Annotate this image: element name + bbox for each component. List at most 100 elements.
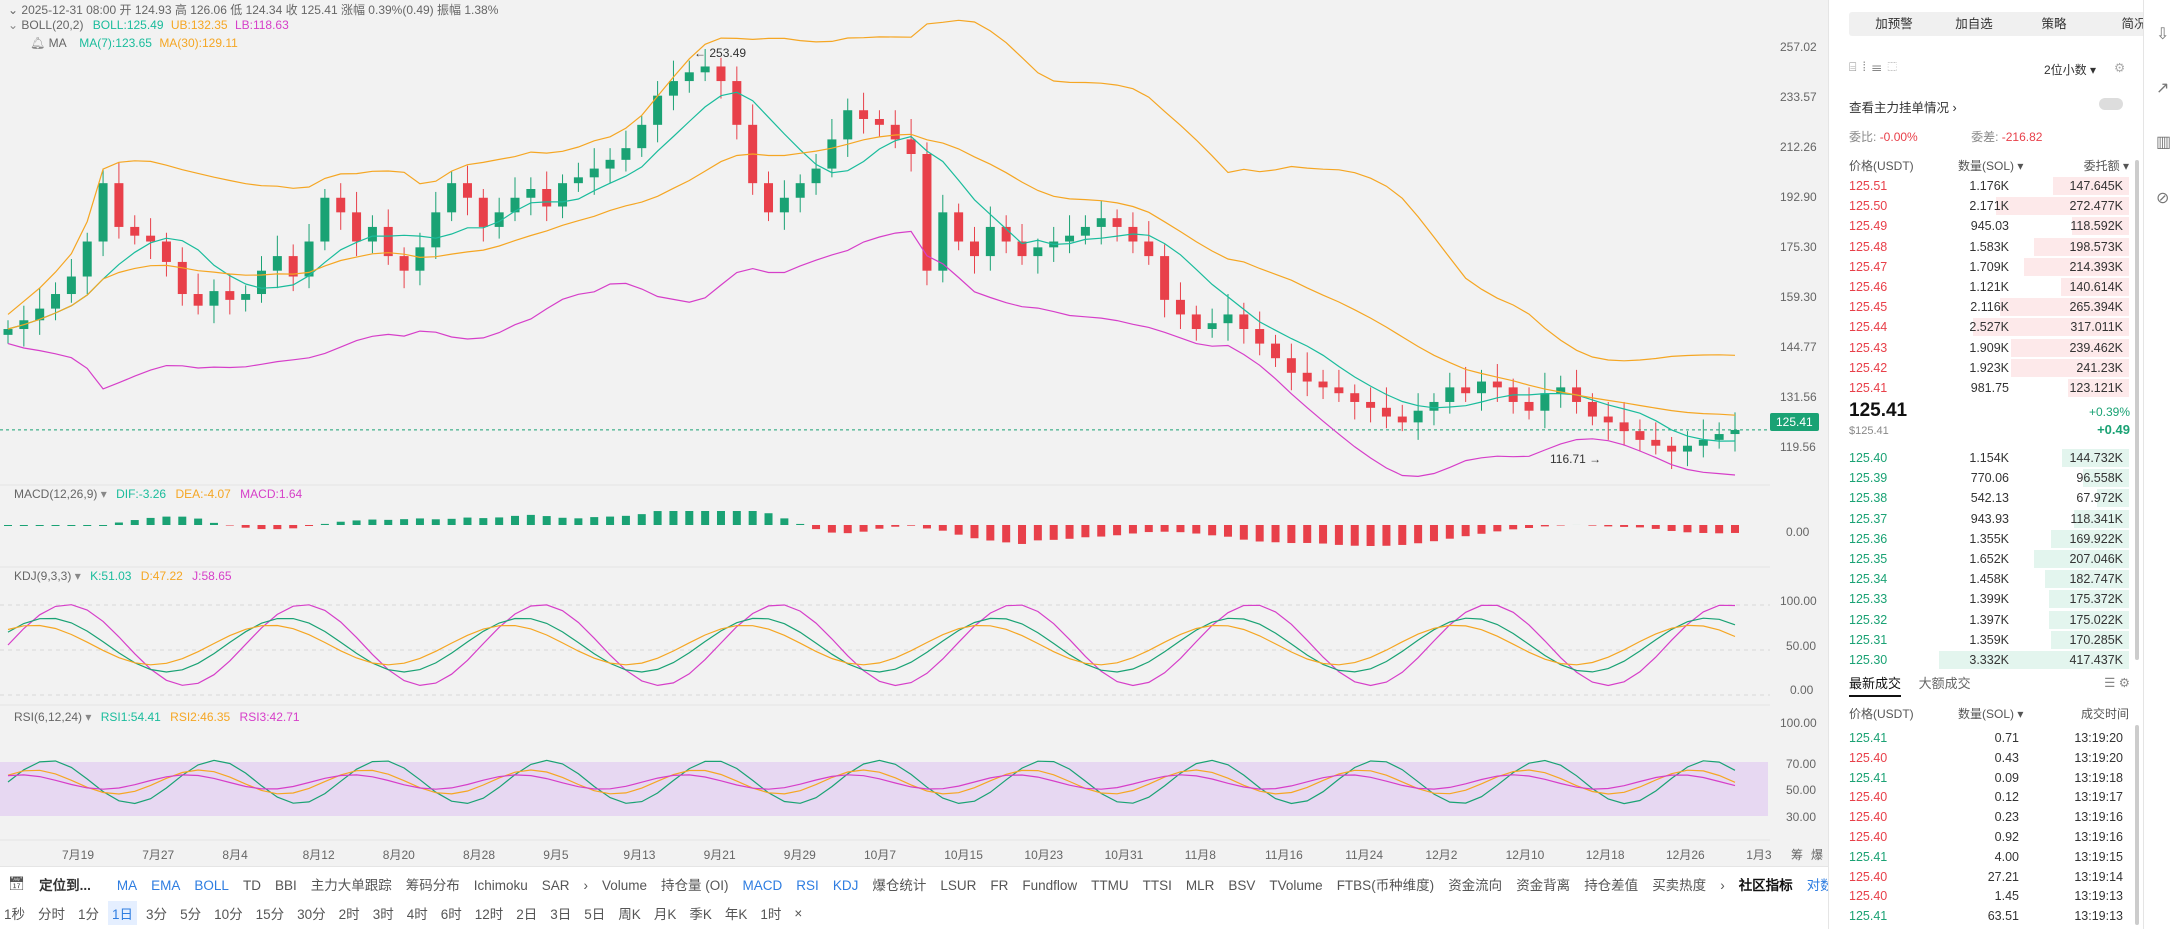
indicator-toggle[interactable]: Ichimoku [474, 878, 528, 893]
interval-button[interactable]: 2日 [512, 901, 541, 925]
boll-legend[interactable]: ⌄ BOLL(20,2) BOLL:125.49 UB:132.35 LB:11… [8, 18, 289, 32]
chevron-down-icon[interactable]: ⌄ [8, 3, 18, 17]
indicator-toggle[interactable]: 买卖热度 [1652, 878, 1706, 893]
tab-latest-trades[interactable]: 最新成交 [1849, 676, 1901, 697]
ma-legend[interactable]: 🔔︎ MA MA(7):123.65 MA(30):129.11 [30, 36, 238, 50]
interval-button[interactable]: 季K [685, 901, 716, 925]
indicator-toggle[interactable]: SAR [542, 878, 570, 893]
interval-button[interactable]: 1时 [756, 901, 785, 925]
interval-button[interactable]: 10分 [210, 901, 247, 925]
decimals-select[interactable]: 2位小数 ▾ [2044, 61, 2096, 78]
tab-large-trades[interactable]: 大额成交 [1919, 676, 1971, 691]
indicator-toggle[interactable]: LSUR [940, 878, 976, 893]
indicator-toggle[interactable]: 资金流向 [1448, 878, 1502, 893]
interval-button[interactable]: 12时 [471, 901, 508, 925]
interval-button[interactable]: 周K [614, 901, 645, 925]
chevron-down-icon[interactable]: ▾ [75, 569, 81, 583]
trade-qty-header[interactable]: 数量(SOL) ▾ [1958, 705, 2023, 722]
interval-button[interactable]: 5日 [580, 901, 609, 925]
indicator-toggle[interactable]: › [584, 878, 589, 893]
trend-icon[interactable]: ↗ [2156, 78, 2169, 98]
interval-button[interactable]: 3日 [546, 901, 575, 925]
link-icon[interactable]: ⊘ [2156, 188, 2169, 208]
trades-scrollbar[interactable] [2135, 725, 2139, 925]
main-orders-link[interactable]: 查看主力挂单情况 › [1849, 97, 1957, 116]
close-icon[interactable]: × [790, 904, 806, 923]
indicator-toggle[interactable]: Fundflow [1022, 878, 1077, 893]
indicator-toggle[interactable]: MLR [1186, 878, 1215, 893]
indicator-toggle[interactable]: BSV [1228, 878, 1255, 893]
locate-button[interactable]: 定位到... [39, 874, 91, 894]
add-alert-button[interactable]: 加预警 [1849, 12, 1939, 36]
indicator-toggle[interactable]: BOLL [194, 878, 229, 893]
macd-legend[interactable]: MACD(12,26,9) ▾ DIF:-3.26 DEA:-4.07 MACD… [14, 487, 302, 501]
kdj-legend[interactable]: KDJ(9,3,3) ▾ K:51.03 D:47.22 J:58.65 [14, 569, 232, 583]
indicator-toggle[interactable]: 资金背离 [1516, 878, 1570, 893]
interval-button[interactable]: 月K [650, 901, 681, 925]
interval-button[interactable]: 1分 [74, 901, 103, 925]
liquidation-icon[interactable]: 爆 [1811, 846, 1823, 863]
indicator-toggle[interactable]: TD [243, 878, 261, 893]
indicator-toggle[interactable]: › [1720, 878, 1725, 893]
export-icon[interactable]: ⇩ [2156, 24, 2169, 44]
chart-area[interactable]: ⌄ 2025-12-31 08:00 开 124.93 高 126.06 低 1… [0, 0, 1828, 866]
indicator-toggle[interactable]: 主力大单跟踪 [311, 878, 392, 893]
bar-chart-icon[interactable]: ▥ [2156, 132, 2171, 152]
indicator-toggle[interactable]: TVolume [1269, 878, 1322, 893]
settings-icon[interactable]: ⚙ [2114, 60, 2125, 75]
indicator-toggle[interactable]: EMA [151, 878, 180, 893]
indicator-toggle[interactable]: FR [990, 878, 1008, 893]
indicator-toggle[interactable]: TTMU [1091, 878, 1129, 893]
interval-button[interactable]: 15分 [252, 901, 289, 925]
indicator-toggle[interactable]: MACD [743, 878, 783, 893]
indicator-toggle[interactable]: FTBS(币种维度) [1337, 878, 1435, 893]
indicator-toggle[interactable]: 持仓量 (OI) [661, 878, 729, 893]
main-orders-toggle[interactable] [2099, 98, 2123, 110]
interval-button[interactable]: 5分 [176, 901, 205, 925]
calendar-icon[interactable]: 📅︎ [8, 876, 25, 892]
book-view-icons[interactable]: ⌸⁞☰⬚ [1849, 60, 1903, 75]
indicator-toggle[interactable]: TTSI [1143, 878, 1172, 893]
indicator-toggle[interactable]: 筹码分布 [406, 878, 460, 893]
interval-button[interactable]: 30分 [293, 901, 330, 925]
indicator-toggle[interactable]: 社区指标 [1739, 878, 1793, 893]
indicator-toggle[interactable]: BBI [275, 878, 297, 893]
interval-button[interactable]: 3分 [142, 901, 171, 925]
interval-button[interactable]: 1日 [108, 901, 137, 925]
candlestick-chart[interactable] [0, 0, 1828, 866]
indicator-toggle[interactable]: RSI [796, 878, 819, 893]
interval-button[interactable]: 1秒 [0, 901, 29, 925]
indicator-toggle[interactable]: 持仓差值 [1584, 878, 1638, 893]
chevron-down-icon[interactable]: ▾ [101, 487, 107, 501]
strategy-button[interactable]: 策略 [2009, 12, 2099, 36]
interval-button[interactable]: 3时 [369, 901, 398, 925]
interval-button[interactable]: 年K [721, 901, 752, 925]
indicator-toggle[interactable]: Volume [602, 878, 647, 893]
total-header[interactable]: 委托额 ▾ [2084, 157, 2129, 174]
bell-icon[interactable]: 🔔︎ [30, 36, 45, 50]
orderbook-scrollbar[interactable] [2135, 160, 2139, 660]
chip-icon[interactable]: 筹 [1791, 846, 1803, 863]
interval-button[interactable]: 4时 [403, 901, 432, 925]
interval-button[interactable]: 分时 [34, 901, 69, 925]
qty-header[interactable]: 数量(SOL) ▾ [1958, 157, 2023, 174]
indicator-toggle[interactable]: KDJ [833, 878, 859, 893]
